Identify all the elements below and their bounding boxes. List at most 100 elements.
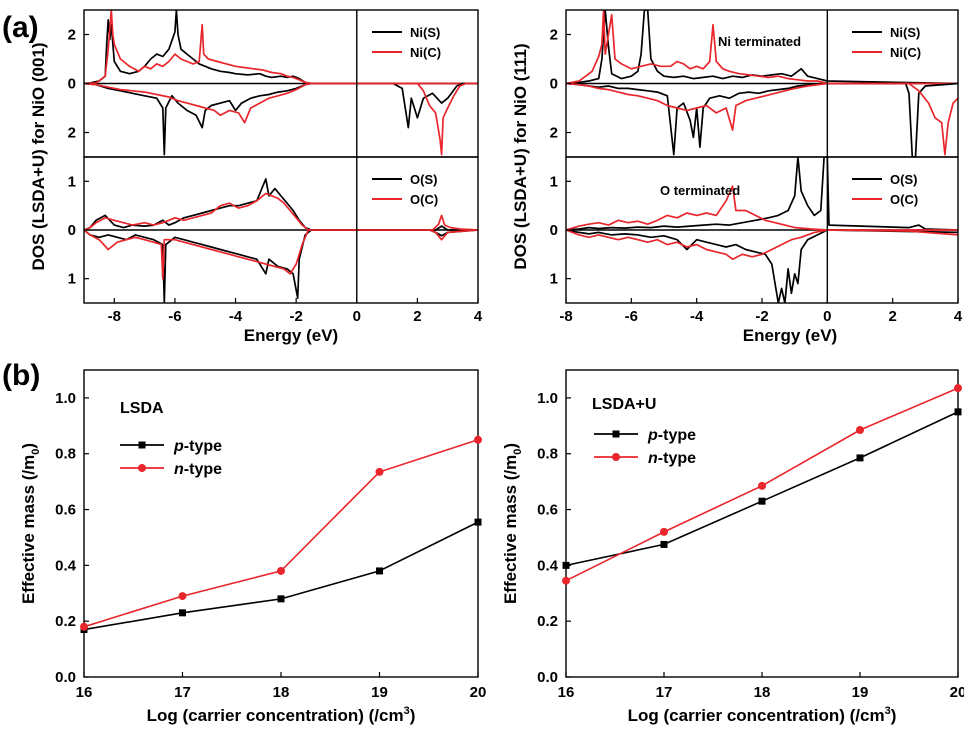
legend-label: O(C) <box>410 192 438 207</box>
dos-series-line <box>84 82 478 156</box>
data-point-circle <box>474 435 482 444</box>
legend-label: n-type <box>174 461 222 478</box>
y-axis-label: DOS (LSDA+U) for NiO (001) <box>29 42 48 270</box>
data-point-square <box>179 609 186 617</box>
x-tick-label: 20 <box>950 684 964 701</box>
legend-label: Ni(C) <box>410 45 441 60</box>
series-line <box>83 521 479 631</box>
panel-label-a: (a) <box>2 11 39 44</box>
dos-series-line <box>566 10 958 85</box>
x-tick-label: 4 <box>954 308 963 325</box>
x-tick-label: -6 <box>168 308 181 325</box>
y-tick-label: 0 <box>550 76 558 93</box>
data-point-square <box>474 518 482 526</box>
x-tick-label: 17 <box>174 684 191 701</box>
series-group <box>84 10 478 156</box>
x-axis-label: Energy (eV) <box>244 326 338 345</box>
series-group <box>84 178 478 303</box>
legend-marker <box>138 464 146 472</box>
y-tick-label: 0.4 <box>55 557 77 574</box>
legend-label: Ni(S) <box>410 25 440 40</box>
data-point-circle <box>562 576 570 585</box>
chart-annotation: LSDA <box>120 400 164 417</box>
data-point-circle <box>375 467 384 476</box>
x-tick-label: 19 <box>852 684 869 701</box>
y-tick-label: 0 <box>550 222 558 239</box>
x-tick-label: -2 <box>755 308 768 325</box>
data-point-square <box>954 408 962 416</box>
y-tick-label: 2 <box>68 27 76 44</box>
data-point-square <box>660 540 668 548</box>
y-tick-label: 2 <box>550 27 558 44</box>
y-tick-label: 1.0 <box>55 390 76 407</box>
x-tick-label: 20 <box>470 684 487 701</box>
panel-label-b: (b) <box>2 359 40 392</box>
series-group <box>566 10 958 157</box>
y-tick-label: 0 <box>68 76 76 93</box>
dos-series-line <box>84 229 478 280</box>
data-point-circle <box>954 384 962 393</box>
x-tick-label: 2 <box>888 308 896 325</box>
y-tick-label: 0.8 <box>55 446 76 463</box>
dos-series-line <box>84 10 478 85</box>
y-tick-label: 0.6 <box>55 502 76 519</box>
data-point-circle <box>758 481 766 490</box>
dos-series-line <box>566 10 958 85</box>
dos-series-line <box>566 229 958 261</box>
y-tick-label: 0.2 <box>537 613 558 630</box>
legend-label: Ni(C) <box>890 45 921 60</box>
y-tick-label: 0.2 <box>55 613 76 630</box>
data-point-circle <box>80 622 88 631</box>
x-tick-label: 17 <box>656 684 673 701</box>
x-tick-label: 0 <box>823 308 831 325</box>
y-tick-label: 1 <box>550 173 558 190</box>
data-point-circle <box>660 527 668 536</box>
dos-series-line <box>84 82 478 156</box>
legend-marker <box>138 441 146 449</box>
data-point-circle <box>178 592 187 601</box>
x-tick-label: -4 <box>690 308 704 325</box>
data-point-circle <box>277 566 285 575</box>
dos-series-line <box>84 10 478 85</box>
dos-001-chart: 2 0 2 Ni(S) Ni(C) 1 0 1 O(S) O(C) -8 -6 -4 -2 0 2 4 Energ… <box>29 9 483 345</box>
y-tick-label: 0.6 <box>537 502 558 519</box>
legend-label: O(S) <box>410 172 437 187</box>
dos-series-line <box>84 229 478 303</box>
data-point-square <box>277 595 285 603</box>
legend-marker <box>612 453 620 461</box>
x-axis-label: Energy (eV) <box>743 326 837 345</box>
x-tick-label: -6 <box>625 308 638 325</box>
y-tick-label: 0.4 <box>537 557 559 574</box>
x-tick-label: 16 <box>76 684 93 701</box>
dos-111-chart: 2 0 2 Ni(S) Ni(C) Ni terminated 1 0 1 O(S) O(C) O t… <box>511 9 963 345</box>
x-tick-label: -8 <box>108 308 121 325</box>
y-tick-label: 1.0 <box>537 390 558 407</box>
y-tick-label: 1 <box>68 173 76 190</box>
y-tick-label: 2 <box>550 125 558 142</box>
data-point-square <box>856 454 864 462</box>
x-axis-label: Log (carrier concentration) (/cm3) <box>628 705 897 725</box>
x-tick-label: -8 <box>559 308 572 325</box>
data-point-square <box>376 567 383 575</box>
mass-lsdau-chart: 0.0 0.2 0.4 0.6 0.8 1.0 16 17 18 19 20 LSDA+U p-type… <box>501 369 964 725</box>
chart-annotation: LSDA+U <box>592 396 656 413</box>
y-tick-label: 1 <box>68 271 76 288</box>
series-group <box>566 157 958 303</box>
data-point-square <box>758 497 766 505</box>
x-tick-label: 2 <box>413 308 421 325</box>
y-tick-label: 0 <box>68 222 76 239</box>
y-axis-label: DOS (LSDA+U) for NiO (111) <box>511 43 530 269</box>
y-tick-label: 2 <box>68 125 76 142</box>
dos-series-line <box>566 185 958 231</box>
y-tick-label: 0.0 <box>537 669 558 686</box>
legend-label: p-type <box>173 438 222 455</box>
plot-frame <box>565 369 959 678</box>
y-tick-label: 0.0 <box>55 669 76 686</box>
legend-label: O(C) <box>890 192 918 207</box>
dos-series-line <box>566 82 958 156</box>
legend-label: Ni(S) <box>890 25 920 40</box>
panel-annotation: Ni terminated <box>718 34 801 49</box>
y-axis-label: Effective mass (/m0) <box>19 443 42 604</box>
x-tick-label: -4 <box>229 308 243 325</box>
